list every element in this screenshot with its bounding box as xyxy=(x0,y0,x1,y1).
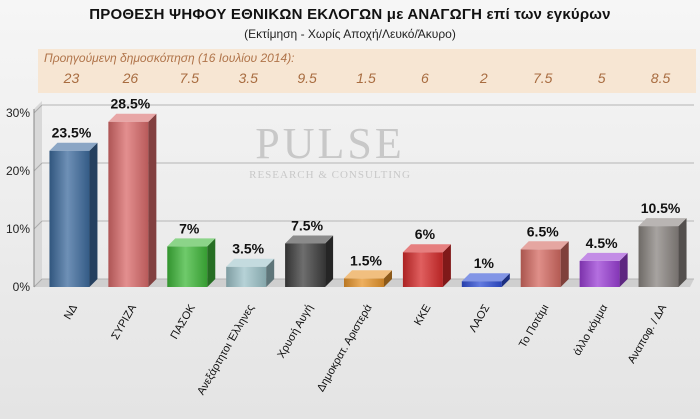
previous-poll-value: 9.5 xyxy=(297,70,317,86)
bar-front xyxy=(638,226,679,287)
bar-4 xyxy=(285,235,334,287)
bar-front xyxy=(402,252,443,287)
category-label: ΛΑΟΣ xyxy=(467,302,492,334)
bar-side xyxy=(442,244,451,287)
previous-poll-value: 8.5 xyxy=(650,70,671,86)
data-label: 7% xyxy=(179,220,200,236)
chart-title: ΠΡΟΘΕΣΗ ΨΗΦΟΥ ΕΘΝΙΚΩΝ ΕΚΛΟΓΩΝ με ΑΝΑΓΩΓΗ… xyxy=(89,6,611,23)
bar-front xyxy=(108,121,149,287)
bar-1 xyxy=(108,113,157,287)
bar-top xyxy=(638,218,687,227)
bar-5 xyxy=(344,270,392,287)
bar-top xyxy=(344,270,392,279)
bar-top xyxy=(402,244,451,253)
previous-poll-value: 1.5 xyxy=(356,70,376,86)
bar-8 xyxy=(520,241,569,287)
category-label: άλλο κόμμα xyxy=(571,302,610,358)
data-label: 10.5% xyxy=(641,200,681,216)
bar-side xyxy=(325,235,334,287)
data-label: 6.5% xyxy=(527,223,559,239)
data-label: 1% xyxy=(474,255,495,271)
gridline-diag xyxy=(33,220,43,230)
bar-top xyxy=(226,258,275,267)
data-label: 6% xyxy=(415,226,436,242)
category-label: ΠΑΣΟΚ xyxy=(168,302,198,341)
bar-7 xyxy=(461,273,510,287)
category-label: ΣΥΡΙΖΑ xyxy=(109,302,139,342)
bar-2 xyxy=(167,238,216,287)
previous-poll-value: 3.5 xyxy=(238,70,258,86)
bar-front xyxy=(579,260,620,287)
bar-front xyxy=(344,278,384,287)
category-label: Δημοκρατ. Αριστερά xyxy=(315,302,375,394)
bar-side xyxy=(678,218,687,287)
category-label: Αναποφ. / ΔΑ xyxy=(626,302,670,366)
previous-poll-value: 7.5 xyxy=(179,70,199,86)
y-tick-label: 20% xyxy=(6,164,30,178)
chart-subtitle: (Εκτίμηση - Χωρίς Αποχή/Λευκό/Άκυρο) xyxy=(244,27,456,41)
previous-poll-value: 23 xyxy=(63,70,80,86)
bar-9 xyxy=(579,252,628,287)
gridline-diag xyxy=(33,162,43,172)
bar-0 xyxy=(49,142,98,287)
bar-front xyxy=(226,266,267,287)
previous-poll-value: 6 xyxy=(421,70,429,86)
bar-top xyxy=(461,273,510,282)
bar-front xyxy=(461,281,502,287)
chart-side-wall xyxy=(34,101,42,287)
y-tick-label: 10% xyxy=(6,222,30,236)
category-label: Ανεξάρτητοι Έλληνες xyxy=(195,303,257,398)
bar-front xyxy=(520,249,561,287)
previous-poll-label: Προηγούμενη δημοσκόπηση (16 Ιουλίου 2014… xyxy=(44,51,295,65)
y-tick-label: 0% xyxy=(13,280,31,294)
category-label: ΚΚΕ xyxy=(412,303,433,328)
bar-top xyxy=(579,252,628,261)
bar-top xyxy=(285,235,334,244)
gridline-diag xyxy=(33,278,43,288)
previous-poll-value: 2 xyxy=(479,70,488,86)
bar-side xyxy=(89,142,98,287)
bar-side xyxy=(619,252,628,287)
data-label: 3.5% xyxy=(232,241,264,257)
data-label: 7.5% xyxy=(291,218,323,234)
bar-side xyxy=(266,258,275,287)
bar-side xyxy=(501,273,510,287)
y-tick-label: 30% xyxy=(6,106,30,120)
category-label: ΝΔ xyxy=(62,302,80,322)
bar-side xyxy=(384,270,392,287)
category-label: Χρυσή Αυγή xyxy=(275,303,315,361)
gridline-diag xyxy=(33,104,43,114)
bar-3 xyxy=(226,258,275,287)
bar-top xyxy=(49,142,98,151)
bar-6 xyxy=(402,244,451,287)
bar-front xyxy=(49,150,90,287)
previous-poll-value: 5 xyxy=(597,70,606,86)
bar-front xyxy=(167,246,208,287)
bar-10 xyxy=(638,218,687,287)
bar-side xyxy=(560,241,569,287)
data-label: 4.5% xyxy=(586,235,618,251)
previous-poll-value: 7.5 xyxy=(532,70,553,86)
data-label: 28.5% xyxy=(111,96,151,112)
data-label: 23.5% xyxy=(52,125,92,141)
data-label: 1.5% xyxy=(350,252,382,268)
previous-poll-band xyxy=(38,49,696,93)
previous-poll-value: 26 xyxy=(122,70,139,86)
bar-front xyxy=(285,243,326,287)
bar-side xyxy=(148,113,157,287)
category-label: Το Ποτάμι xyxy=(517,302,552,350)
watermark-title: PULSE xyxy=(255,119,404,168)
bar-top xyxy=(167,238,216,247)
bar-top xyxy=(520,241,569,250)
watermark-subtitle: RESEARCH & CONSULTING xyxy=(249,169,411,181)
bar-top xyxy=(108,113,157,122)
bar-side xyxy=(207,238,216,287)
